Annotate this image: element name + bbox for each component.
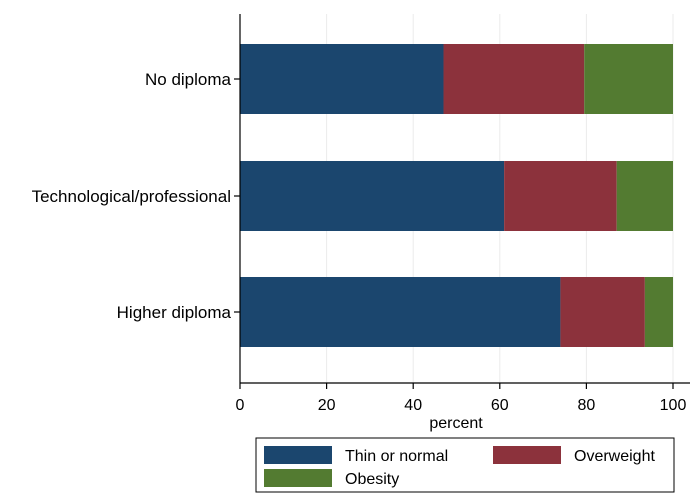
x-ticks: 0 20 40 60 80 100 [236, 383, 687, 414]
x-tick-label-20: 20 [318, 397, 336, 414]
bar-technological-professional-obesity [616, 161, 673, 231]
legend-label-overweight: Overweight [574, 448, 655, 465]
bar-higher-diploma-thin-or-normal [240, 277, 561, 347]
x-axis-label: percent [429, 415, 483, 432]
bar-technological-professional-thin-or-normal [240, 161, 505, 231]
x-tick-label-80: 80 [578, 397, 596, 414]
y-tick-label-no-diploma: No diploma [145, 70, 232, 89]
bar-technological-professional-overweight [504, 161, 617, 231]
legend-swatch-overweight [493, 446, 561, 464]
bar-no-diploma-overweight [443, 44, 585, 114]
x-tick-label-40: 40 [404, 397, 422, 414]
x-tick-label-100: 100 [660, 397, 687, 414]
legend-swatch-thin-or-normal [264, 446, 332, 464]
x-tick-label-0: 0 [236, 397, 245, 414]
legend-label-obesity: Obesity [345, 471, 399, 488]
legend-label-thin-or-normal: Thin or normal [345, 448, 448, 465]
bars [240, 44, 673, 347]
legend-swatch-obesity [264, 469, 332, 487]
bar-no-diploma-obesity [584, 44, 673, 114]
y-tick-label-higher-diploma: Higher diploma [117, 303, 232, 322]
y-ticks: No diploma Technological/professional High… [32, 70, 240, 322]
bar-no-diploma-thin-or-normal [240, 44, 444, 114]
y-tick-label-technological-professional: Technological/professional [32, 187, 231, 206]
legend: Thin or normal Overweight Obesity [255, 437, 675, 493]
bar-higher-diploma-overweight [560, 277, 645, 347]
bar-higher-diploma-obesity [644, 277, 673, 347]
axes [239, 14, 690, 384]
x-tick-label-60: 60 [491, 397, 509, 414]
